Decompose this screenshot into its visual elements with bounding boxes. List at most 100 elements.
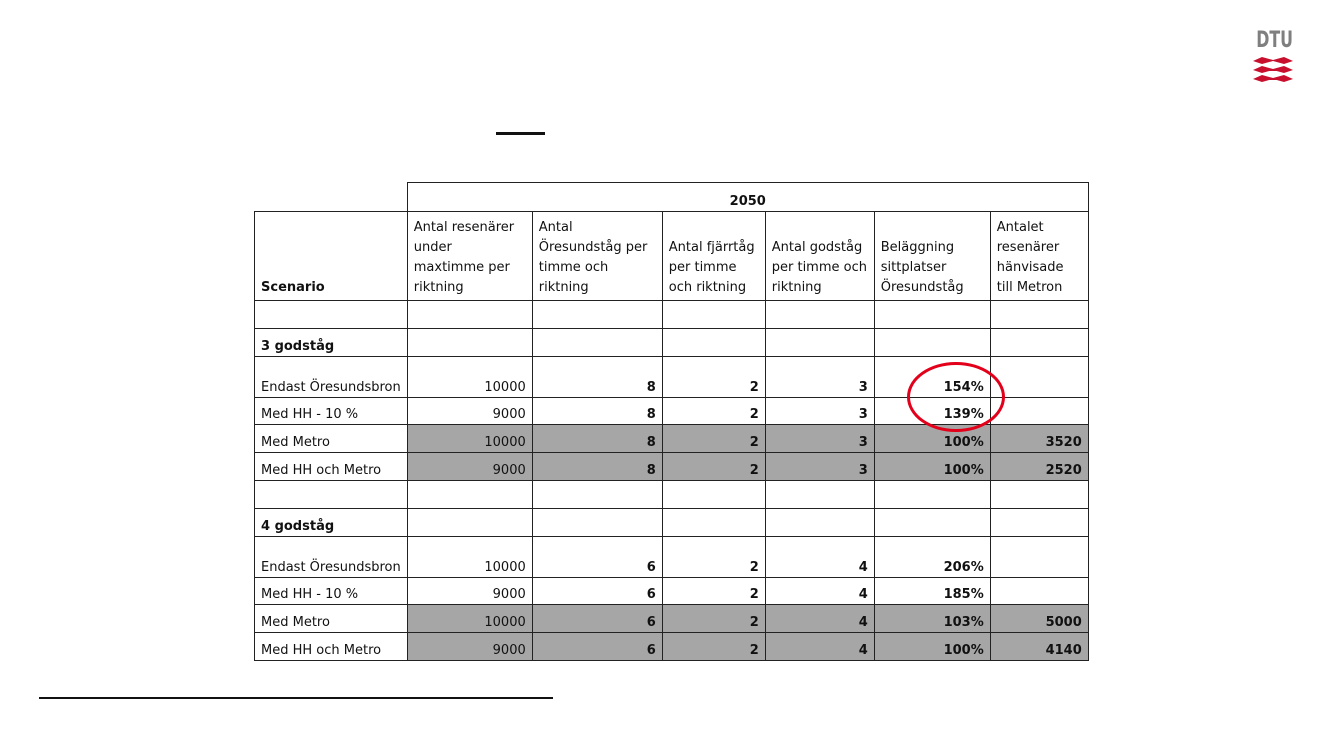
scenario-cell: Endast Öresundsbron xyxy=(254,536,408,578)
empty-cell xyxy=(764,300,875,329)
empty-cell xyxy=(254,480,408,509)
fjarrtag-cell: 2 xyxy=(661,632,766,661)
empty-cell xyxy=(661,300,766,329)
oresundstag-cell: 8 xyxy=(531,356,663,398)
header-oresundstag: Antal Öresundståg per timme och riktning xyxy=(531,211,663,301)
group-label: 4 godståg xyxy=(254,508,408,537)
header-resenarer: Antal resenärer under maxtimme per riktn… xyxy=(406,211,533,301)
title-underline xyxy=(496,132,545,135)
belaggning-cell: 206% xyxy=(873,536,991,578)
highlight-circle xyxy=(907,362,1005,432)
fjarrtag-cell: 2 xyxy=(661,356,766,398)
group-row: 4 godståg xyxy=(254,508,1089,537)
metro-cell xyxy=(989,397,1089,425)
empty-cell xyxy=(531,328,663,357)
table-row: Med HH och Metro 9000 6 2 4 100% 4140 xyxy=(254,632,1089,661)
table-row: Med Metro 10000 6 2 4 103% 5000 xyxy=(254,604,1089,633)
oresundstag-cell: 6 xyxy=(531,632,663,661)
fjarrtag-cell: 2 xyxy=(661,397,766,425)
header-metro: Antalet resenärer hänvisade till Metron xyxy=(989,211,1089,301)
dtu-logo-emblem-icon xyxy=(1253,57,1293,82)
belaggning-cell: 103% xyxy=(873,604,991,633)
empty-cell xyxy=(873,328,991,357)
resenarer-cell: 10000 xyxy=(406,356,533,398)
godstag-cell: 4 xyxy=(764,604,875,633)
oresundstag-cell: 6 xyxy=(531,604,663,633)
metro-cell xyxy=(989,356,1089,398)
header-fjarrtag: Antal fjärrtåg per timme och riktning xyxy=(661,211,766,301)
scenario-cell: Med HH och Metro xyxy=(254,632,408,661)
table-row: Endast Öresundsbron 10000 6 2 4 206% xyxy=(254,536,1089,578)
belaggning-cell: 100% xyxy=(873,632,991,661)
empty-cell xyxy=(406,508,533,537)
empty-cell xyxy=(764,508,875,537)
resenarer-cell: 10000 xyxy=(406,424,533,453)
empty-cell xyxy=(989,328,1089,357)
metro-cell xyxy=(989,577,1089,605)
dtu-logo: DTU xyxy=(1252,30,1294,90)
godstag-cell: 4 xyxy=(764,577,875,605)
godstag-cell: 3 xyxy=(764,397,875,425)
resenarer-cell: 10000 xyxy=(406,604,533,633)
metro-cell: 4140 xyxy=(989,632,1089,661)
godstag-cell: 4 xyxy=(764,536,875,578)
godstag-cell: 3 xyxy=(764,452,875,481)
empty-cell xyxy=(661,328,766,357)
scenario-cell: Endast Öresundsbron xyxy=(254,356,408,398)
belaggning-cell: 100% xyxy=(873,452,991,481)
empty-cell xyxy=(764,480,875,509)
empty-cell xyxy=(531,508,663,537)
empty-cell xyxy=(989,508,1089,537)
empty-cell xyxy=(406,328,533,357)
oresundstag-cell: 6 xyxy=(531,536,663,578)
metro-cell: 5000 xyxy=(989,604,1089,633)
scenario-cell: Med Metro xyxy=(254,424,408,453)
resenarer-cell: 9000 xyxy=(406,452,533,481)
column-header-row: Scenario Antal resenärer under maxtimme … xyxy=(254,211,1089,301)
table-row: Med Metro 10000 8 2 3 100% 3520 xyxy=(254,424,1089,453)
empty-cell xyxy=(661,508,766,537)
godstag-cell: 4 xyxy=(764,632,875,661)
scenario-table: 2050 Scenario Antal resenärer under maxt… xyxy=(254,182,1089,661)
empty-cell xyxy=(764,328,875,357)
table-row: Med HH och Metro 9000 8 2 3 100% 2520 xyxy=(254,452,1089,481)
empty-cell xyxy=(989,300,1089,329)
group-row: 3 godståg xyxy=(254,328,1089,357)
oresundstag-cell: 8 xyxy=(531,452,663,481)
metro-cell: 3520 xyxy=(989,424,1089,453)
fjarrtag-cell: 2 xyxy=(661,424,766,453)
fjarrtag-cell: 2 xyxy=(661,577,766,605)
resenarer-cell: 10000 xyxy=(406,536,533,578)
empty-cell xyxy=(989,480,1089,509)
empty-cell xyxy=(531,300,663,329)
resenarer-cell: 9000 xyxy=(406,577,533,605)
scenario-cell: Med HH - 10 % xyxy=(254,397,408,425)
empty-cell xyxy=(873,300,991,329)
table-row: Med HH - 10 % 9000 8 2 3 139% xyxy=(254,397,1089,425)
empty-cell xyxy=(873,508,991,537)
empty-cell xyxy=(661,480,766,509)
dtu-logo-text: DTU xyxy=(1256,28,1294,53)
scenario-cell: Med Metro xyxy=(254,604,408,633)
empty-cell xyxy=(254,300,408,329)
oresundstag-cell: 6 xyxy=(531,577,663,605)
spacer-row xyxy=(254,480,1089,509)
spacer-row xyxy=(254,300,1089,329)
footnote-separator xyxy=(39,697,553,699)
table-row: Med HH - 10 % 9000 6 2 4 185% xyxy=(254,577,1089,605)
fjarrtag-cell: 2 xyxy=(661,604,766,633)
header-godstag: Antal godståg per timme och riktning xyxy=(764,211,875,301)
resenarer-cell: 9000 xyxy=(406,397,533,425)
godstag-cell: 3 xyxy=(764,356,875,398)
oresundstag-cell: 8 xyxy=(531,397,663,425)
empty-cell xyxy=(406,300,533,329)
belaggning-cell: 185% xyxy=(873,577,991,605)
oresundstag-cell: 8 xyxy=(531,424,663,453)
fjarrtag-cell: 2 xyxy=(661,536,766,578)
metro-cell: 2520 xyxy=(989,452,1089,481)
godstag-cell: 3 xyxy=(764,424,875,453)
group-label: 3 godståg xyxy=(254,328,408,357)
scenario-header: Scenario xyxy=(254,211,408,301)
empty-cell xyxy=(531,480,663,509)
year-header: 2050 xyxy=(406,182,1089,212)
